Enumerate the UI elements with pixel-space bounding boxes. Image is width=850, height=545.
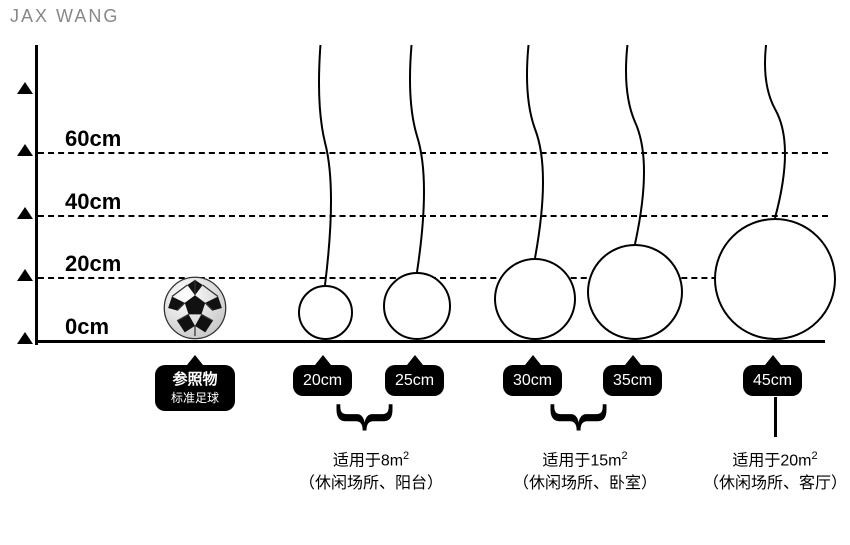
size-bubble-25cm: 25cm xyxy=(385,365,444,396)
size-bubble-35cm: 35cm xyxy=(603,365,662,396)
size-bubble-20cm: 20cm xyxy=(293,365,352,396)
y-tick-arrow xyxy=(17,144,33,156)
group-description: 适用于15m2（休闲场所、卧室） xyxy=(495,449,675,495)
pendant-25cm xyxy=(383,272,451,340)
y-tick-arrow xyxy=(17,207,33,219)
size-bubble-30cm: 30cm xyxy=(503,365,562,396)
group-description: 适用于8m2（休闲场所、阳台） xyxy=(281,449,461,495)
pendant-30cm xyxy=(494,258,576,340)
size-bubble-45cm: 45cm xyxy=(743,365,802,396)
y-tick-arrow xyxy=(17,269,33,281)
group-bracket: } xyxy=(548,403,616,432)
size-chart: 0cm20cm40cm60cm xyxy=(35,45,835,345)
pendant-45cm xyxy=(714,218,836,340)
group-bracket: } xyxy=(334,403,402,432)
group-bar xyxy=(774,397,777,437)
pendant-35cm xyxy=(587,244,683,340)
reference-bubble: 参照物标准足球 xyxy=(155,365,235,411)
group-description: 适用于20m2（休闲场所、客厅） xyxy=(685,449,850,495)
y-tick-arrow xyxy=(17,332,33,344)
y-tick-arrow xyxy=(17,82,33,94)
brand-text: JAX WANG xyxy=(10,6,119,27)
pendant-20cm xyxy=(298,285,353,340)
